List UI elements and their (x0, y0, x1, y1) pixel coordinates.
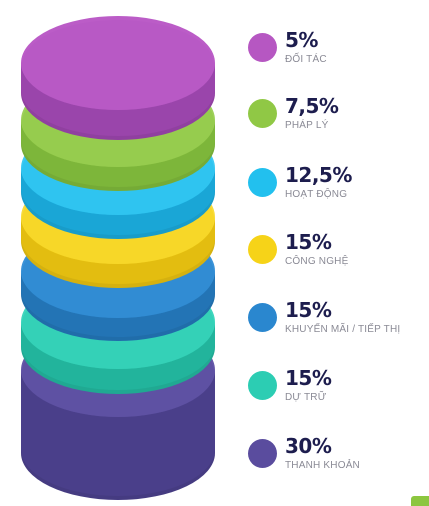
segment-top-shade-1 (22, 20, 214, 110)
legend-item-6: 15% DỰ TRỮ (248, 366, 428, 415)
legend-value-3: 12,5% (285, 163, 352, 187)
legend-label-4: CÔNG NGHỆ (285, 256, 349, 267)
legend-item-5: 15% KHUYẾN MÃI / TIẾP THỊ (248, 298, 428, 347)
legend-label-7: THANH KHOẢN (285, 460, 360, 471)
cylinder-segment-1 (21, 16, 215, 140)
legend-label-1: ĐỐI TÁC (285, 54, 327, 65)
legend-value-5: 15% (285, 298, 332, 322)
legend-value-7: 30% (285, 434, 332, 458)
legend-item-7: 30% THANH KHOẢN (248, 434, 428, 483)
legend-dot-3 (248, 168, 277, 197)
legend-value-1: 5% (285, 28, 318, 52)
legend-item-4: 15% CÔNG NGHỆ (248, 230, 428, 279)
legend-item-3: 12,5% HOẠT ĐỘNG (248, 163, 428, 212)
legend-item-2: 7,5% PHÁP LÝ (248, 94, 428, 143)
legend-dot-6 (248, 371, 277, 400)
legend-dot-7 (248, 439, 277, 468)
legend-dot-5 (248, 303, 277, 332)
legend-dot-2 (248, 99, 277, 128)
stacked-cylinder-chart (21, 16, 215, 500)
legend-value-2: 7,5% (285, 94, 339, 118)
legend-dot-1 (248, 33, 277, 62)
corner-badge (411, 496, 429, 506)
legend-dot-4 (248, 235, 277, 264)
legend-label-3: HOẠT ĐỘNG (285, 189, 348, 200)
legend-label-6: DỰ TRỮ (285, 392, 327, 403)
legend-item-1: 5% ĐỐI TÁC (248, 28, 428, 77)
legend-value-6: 15% (285, 366, 332, 390)
legend-label-5: KHUYẾN MÃI / TIẾP THỊ (285, 324, 401, 335)
legend-label-2: PHÁP LÝ (285, 120, 329, 131)
legend-value-4: 15% (285, 230, 332, 254)
